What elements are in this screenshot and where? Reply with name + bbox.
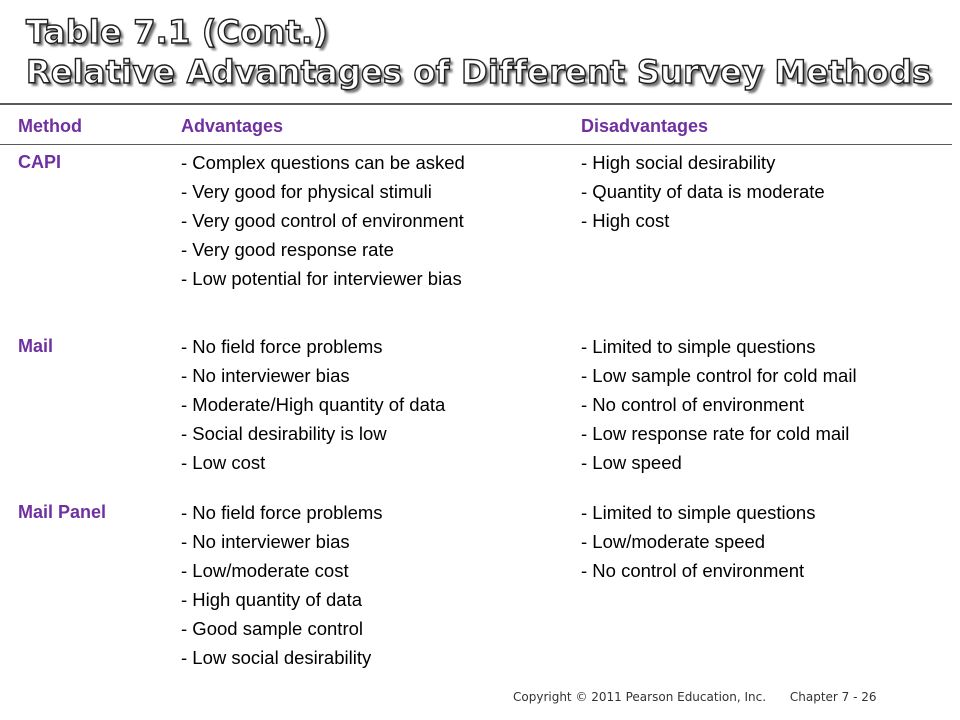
advantage-item: - Social desirability is low [181,423,387,444]
row-disadvantages: - High social desirability - Quantity of… [581,148,825,235]
table-header: Method Advantages Disadvantages [0,116,952,140]
chapter-page-number: Chapter 7 - 26 [789,690,877,704]
row-advantages: - No field force problems - No interview… [181,332,445,477]
row-disadvantages: - Limited to simple questions - Low samp… [581,332,857,477]
disadvantage-item: - Low speed [581,452,682,473]
advantage-item: - Complex questions can be asked [181,152,465,173]
advantage-item: - No interviewer bias [181,531,350,552]
disadvantage-item: - Limited to simple questions [581,502,816,523]
slide-title-line2: Relative Advantages of Different Survey … [25,52,932,91]
disadvantage-item: - High cost [581,210,670,231]
row-method: Mail [18,336,54,356]
disadvantage-item: - Low response rate for cold mail [581,423,850,444]
slide-title-line1: Table 7.1 (Cont.) [25,12,329,51]
disadvantage-item: - Low sample control for cold mail [581,365,857,386]
disadvantage-item: - No control of environment [581,560,805,581]
row-method: CAPI [18,152,62,172]
advantage-item: - Low/moderate cost [181,560,349,581]
disadvantage-item: - Limited to simple questions [581,336,816,357]
row-disadvantages: - Limited to simple questions - Low/mode… [581,498,815,585]
slide-footer: Copyright © 2011 Pearson Education, Inc.… [513,690,877,704]
advantage-item: - Very good control of environment [181,210,464,231]
header-method: Method [18,116,82,136]
advantage-item: - Very good for physical stimuli [181,181,432,202]
advantage-item: - Low social desirability [181,647,372,668]
header-disadvantages: Disadvantages [581,116,709,136]
advantage-item: - High quantity of data [181,589,362,610]
row-advantages: - No field force problems - No interview… [181,498,383,672]
header-divider [0,144,952,145]
header-advantages: Advantages [181,116,284,136]
advantage-item: - Good sample control [181,618,364,639]
slide-title: Table 7.1 (Cont.) Relative Advantages of… [25,12,932,92]
advantage-item: - No field force problems [181,336,383,357]
advantage-item: - No interviewer bias [181,365,350,386]
advantage-item: - Moderate/High quantity of data [181,394,446,415]
row-advantages: - Complex questions can be asked - Very … [181,148,465,293]
disadvantage-item: - No control of environment [581,394,805,415]
advantage-item: - No field force problems [181,502,383,523]
advantage-item: - Low potential for interviewer bias [181,268,462,289]
disadvantage-item: - Low/moderate speed [581,531,766,552]
advantage-item: - Very good response rate [181,239,394,260]
advantage-item: - Low cost [181,452,266,473]
disadvantage-item: - High social desirability [581,152,776,173]
row-method: Mail Panel [18,502,107,522]
copyright-text: Copyright © 2011 Pearson Education, Inc. [513,690,767,704]
disadvantage-item: - Quantity of data is moderate [581,181,825,202]
title-divider [0,103,952,105]
